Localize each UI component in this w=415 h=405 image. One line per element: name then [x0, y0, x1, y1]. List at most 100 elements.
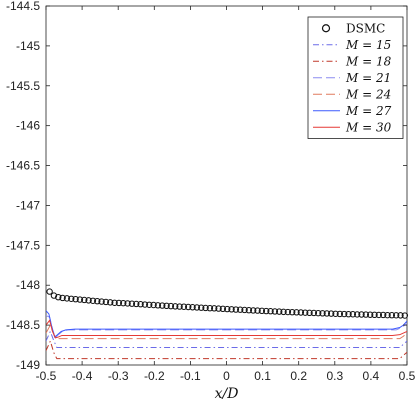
y-tick-label: -144.5 — [6, 0, 40, 13]
dsmc-point — [375, 311, 383, 319]
dsmc-point — [202, 304, 209, 312]
dsmc-point — [306, 309, 313, 317]
dsmc-point — [89, 297, 97, 304]
dsmc-point — [141, 301, 149, 308]
dsmc-point — [250, 307, 257, 314]
dsmc-point — [267, 308, 274, 315]
dsmc-point — [137, 301, 144, 308]
dsmc-point — [150, 301, 157, 309]
dsmc-point — [254, 307, 261, 314]
dsmc-point — [245, 306, 253, 314]
dsmc-point — [397, 312, 404, 319]
dsmc-point — [340, 310, 348, 318]
dsmc-point — [211, 305, 218, 312]
legend-label: M = 30 — [345, 120, 392, 134]
x-tick-label: -0.1 — [180, 369, 201, 383]
ticks: -0.5 -0.4 -0.3 -0.2 -0.1 0 0.1 0.2 0.3 0.4 0.5 -144… — [6, 0, 415, 383]
x-tick-label: -0.2 — [144, 369, 165, 383]
dsmc-point — [297, 309, 305, 316]
dsmc-point — [263, 307, 270, 315]
x-tick-label: 0.5 — [399, 369, 415, 383]
dsmc-point — [401, 312, 409, 319]
dsmc-point — [388, 312, 396, 319]
legend-label: M = 15 — [345, 38, 391, 52]
legend-label: M = 27 — [345, 104, 392, 118]
dsmc-point — [323, 310, 331, 317]
dsmc-point — [107, 299, 114, 306]
dsmc-point — [163, 302, 170, 310]
dsmc-point — [392, 312, 400, 319]
legend: DSMC M = 15 M = 18 M = 21 M = 24 M = 27 M = 30 — [307, 16, 404, 139]
dsmc-point — [115, 299, 123, 307]
dsmc-point — [280, 308, 287, 316]
series-line-m24 — [46, 323, 407, 340]
dsmc-point — [111, 299, 118, 306]
x-tick-label: 0.3 — [326, 369, 343, 383]
dsmc-point — [319, 310, 326, 317]
dsmc-point — [241, 306, 248, 314]
dsmc-point — [128, 300, 136, 307]
dsmc-point — [198, 304, 205, 311]
y-tick-label: -146.5 — [6, 159, 40, 173]
dsmc-point — [379, 311, 387, 319]
dsmc-point — [353, 311, 361, 318]
dsmc-point — [172, 303, 179, 310]
y-tick-label: -147.5 — [6, 238, 40, 252]
dsmc-point — [50, 292, 58, 299]
dsmc-point — [85, 297, 92, 304]
dsmc-point — [189, 304, 196, 311]
y-tick-label: -147 — [16, 198, 40, 212]
series-line-m15 — [46, 330, 407, 348]
dsmc-point — [206, 304, 214, 312]
legend-label: M = 24 — [345, 87, 391, 101]
dsmc-point — [345, 310, 352, 318]
dsmc-point — [63, 295, 71, 302]
dsmc-point — [133, 300, 140, 308]
dsmc-point — [336, 310, 344, 318]
dsmc-point — [362, 311, 370, 318]
series-line-m21 — [46, 315, 407, 339]
dsmc-point — [180, 303, 188, 310]
dsmc-point — [237, 306, 244, 313]
dsmc-point — [293, 309, 300, 316]
dsmc-point — [81, 296, 88, 304]
y-tick-label: -145.5 — [6, 79, 40, 93]
x-tick-label: 0.4 — [363, 369, 380, 383]
series-group — [46, 310, 407, 360]
dsmc-point — [314, 309, 322, 317]
legend-label: M = 21 — [345, 71, 391, 85]
dsmc-point — [55, 293, 62, 301]
dsmc-point — [271, 308, 279, 315]
dsmc-point — [72, 295, 79, 303]
dsmc-point — [301, 309, 309, 316]
dsmc-point — [371, 311, 378, 319]
x-tick-label: -0.3 — [108, 369, 129, 383]
x-tick-label: 0.2 — [290, 369, 307, 383]
y-tick-label: -149 — [16, 358, 40, 372]
dsmc-point — [349, 311, 357, 318]
y-tick-label: -148.5 — [6, 318, 40, 332]
dsmc-point — [358, 311, 365, 318]
y-tick-label: -145 — [16, 39, 40, 53]
legend-label-dsmc: DSMC — [346, 21, 385, 35]
dsmc-point — [154, 302, 162, 309]
dsmc-point — [159, 302, 166, 309]
dsmc-point — [94, 297, 101, 305]
dsmc-point — [167, 302, 175, 310]
dsmc-point — [102, 298, 110, 306]
dsmc-point — [185, 303, 192, 311]
dsmc-point — [332, 310, 339, 317]
dsmc-point — [124, 300, 131, 307]
x-tick-label: -0.4 — [72, 369, 93, 383]
dsmc-point — [232, 306, 240, 313]
dsmc-point — [146, 301, 153, 308]
dsmc-point — [310, 309, 318, 317]
dsmc-point — [284, 308, 292, 316]
x-tick-label: 0.1 — [254, 369, 271, 383]
x-axis-label: x/D — [215, 386, 239, 402]
series-line-m18 — [46, 339, 407, 360]
series-line-m30 — [46, 319, 407, 339]
dsmc-point — [224, 305, 231, 313]
dsmc-point — [215, 305, 222, 312]
